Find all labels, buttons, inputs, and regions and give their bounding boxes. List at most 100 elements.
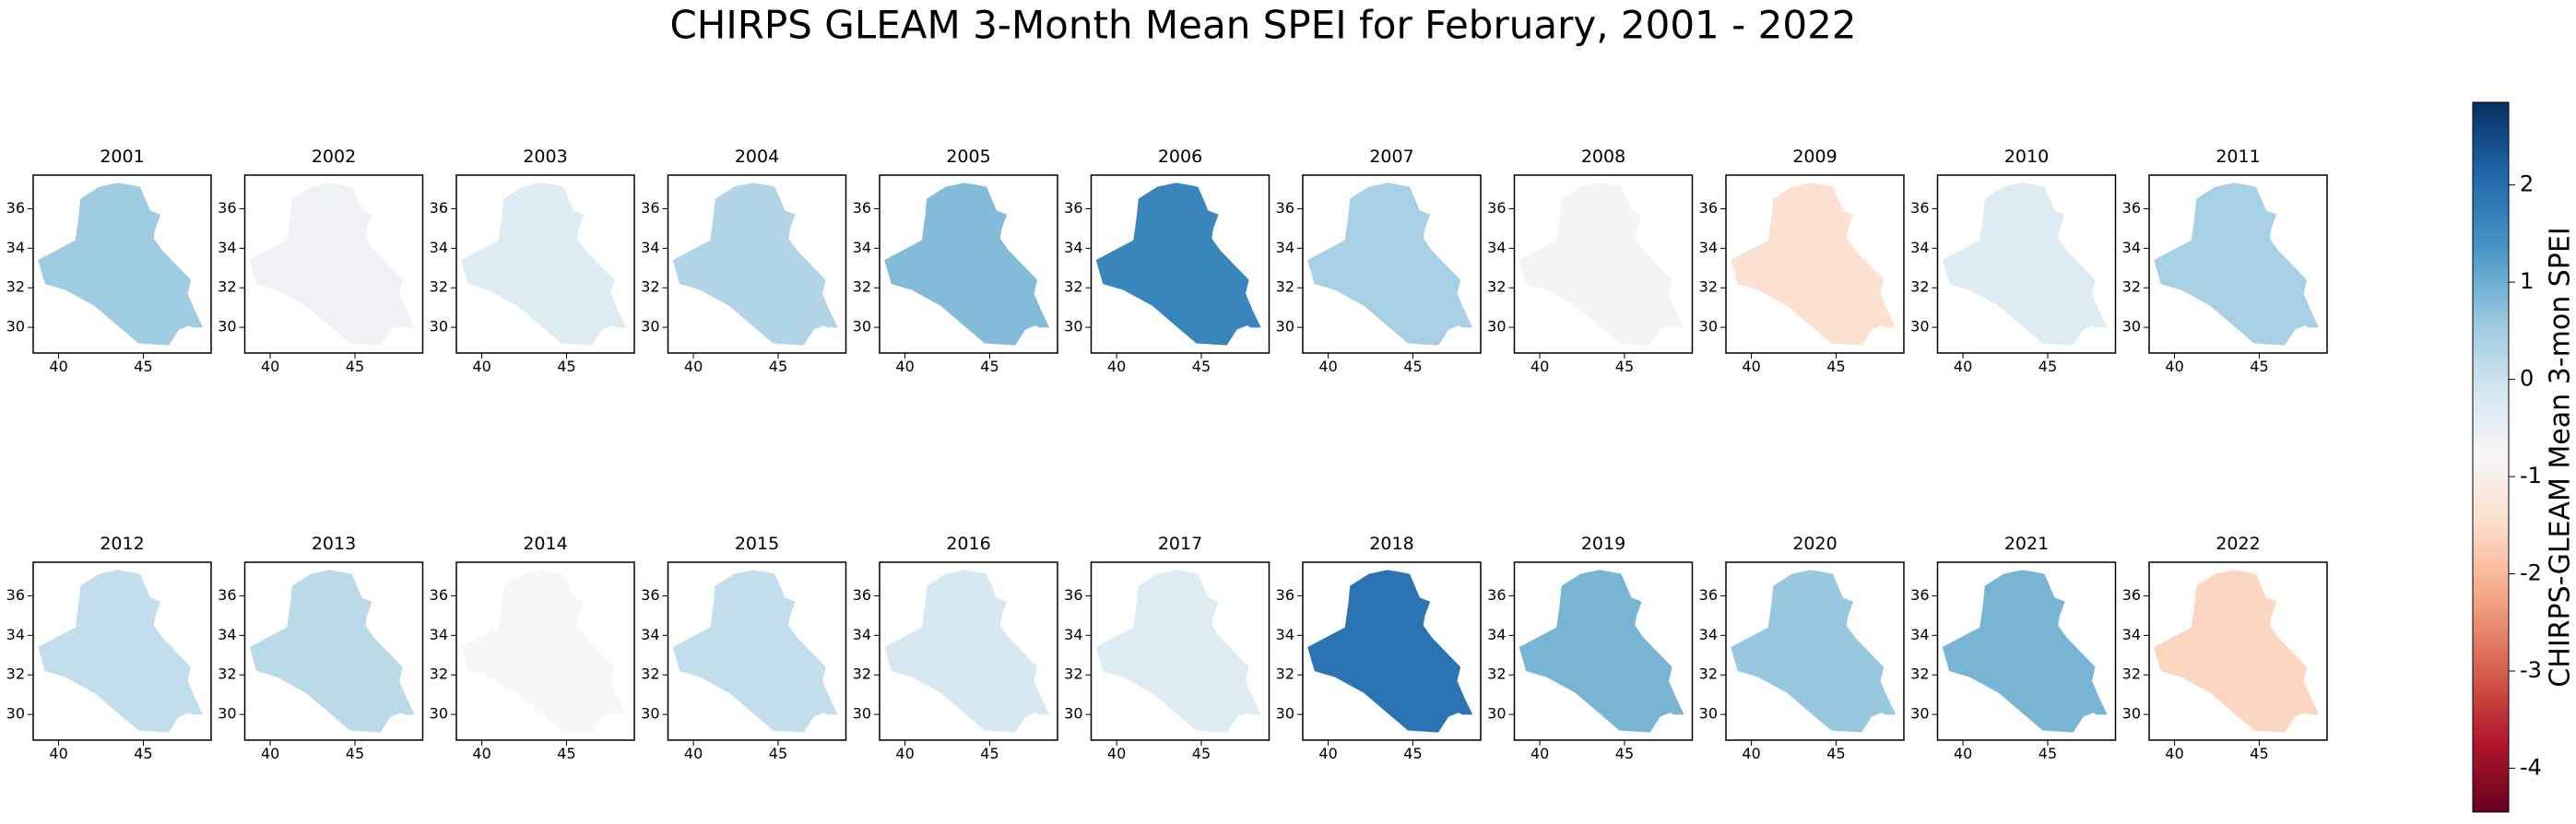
x-tick-label: 40 bbox=[1954, 358, 1972, 375]
y-tick-label: 34 bbox=[1910, 239, 1929, 256]
y-tick-label: 30 bbox=[853, 318, 871, 335]
x-tick-label: 40 bbox=[1530, 745, 1549, 762]
panel-title: 2008 bbox=[1581, 147, 1625, 167]
x-tick-label: 45 bbox=[2250, 358, 2268, 375]
panel-title: 2006 bbox=[1158, 147, 1202, 167]
y-tick-label: 30 bbox=[218, 318, 236, 335]
x-tick-label: 40 bbox=[1742, 745, 1760, 762]
region bbox=[1308, 571, 1472, 733]
panel-title: 2021 bbox=[2004, 534, 2049, 554]
y-tick-label: 30 bbox=[2122, 705, 2141, 723]
panel-title: 2013 bbox=[312, 534, 356, 554]
y-tick-label: 34 bbox=[430, 626, 448, 643]
panel-title: 2020 bbox=[1792, 534, 1837, 554]
y-tick-label: 34 bbox=[1699, 239, 1718, 256]
x-tick-label: 45 bbox=[1615, 745, 1634, 762]
panel-title: 2019 bbox=[1581, 534, 1625, 554]
panel-title: 2018 bbox=[1369, 534, 1413, 554]
region bbox=[885, 183, 1049, 346]
region bbox=[1943, 183, 2107, 346]
y-tick-label: 32 bbox=[641, 665, 659, 683]
y-tick-label: 36 bbox=[1910, 199, 1929, 217]
region bbox=[2155, 183, 2319, 346]
y-tick-label: 34 bbox=[1064, 626, 1082, 643]
y-tick-label: 32 bbox=[2122, 665, 2141, 683]
y-tick-label: 32 bbox=[1487, 278, 1506, 296]
y-tick-label: 34 bbox=[853, 626, 871, 643]
x-tick-label: 40 bbox=[1742, 358, 1760, 375]
region bbox=[673, 183, 837, 346]
y-tick-label: 32 bbox=[6, 278, 25, 296]
y-tick-label: 32 bbox=[2122, 278, 2141, 296]
y-tick-label: 32 bbox=[218, 665, 236, 683]
y-tick-label: 32 bbox=[430, 278, 448, 296]
x-tick-label: 45 bbox=[1615, 358, 1634, 375]
x-tick-label: 45 bbox=[1192, 745, 1211, 762]
x-tick-label: 45 bbox=[2038, 358, 2057, 375]
panel-title: 2011 bbox=[2216, 147, 2260, 167]
x-tick-label: 40 bbox=[261, 358, 279, 375]
y-tick-label: 36 bbox=[641, 586, 659, 604]
colorbar-tick-label: 0 bbox=[2520, 366, 2534, 392]
x-tick-label: 45 bbox=[980, 745, 998, 762]
y-tick-label: 36 bbox=[853, 199, 871, 217]
y-tick-label: 30 bbox=[1699, 705, 1718, 723]
y-tick-label: 34 bbox=[2122, 626, 2141, 643]
y-tick-label: 30 bbox=[1276, 318, 1294, 335]
y-tick-label: 32 bbox=[641, 278, 659, 296]
y-tick-label: 32 bbox=[1910, 665, 1929, 683]
y-tick-label: 30 bbox=[1910, 705, 1929, 723]
panel-title: 2009 bbox=[1792, 147, 1837, 167]
y-tick-label: 34 bbox=[430, 239, 448, 256]
y-tick-label: 36 bbox=[1487, 199, 1506, 217]
panel-title: 2022 bbox=[2216, 534, 2260, 554]
x-tick-label: 45 bbox=[1192, 358, 1211, 375]
y-tick-label: 36 bbox=[1699, 586, 1718, 604]
x-tick-label: 40 bbox=[1954, 745, 1972, 762]
y-tick-label: 34 bbox=[1276, 239, 1294, 256]
x-tick-label: 40 bbox=[684, 358, 703, 375]
y-tick-label: 30 bbox=[1910, 318, 1929, 335]
y-tick-label: 36 bbox=[641, 199, 659, 217]
y-tick-label: 30 bbox=[641, 318, 659, 335]
y-tick-label: 36 bbox=[430, 586, 448, 604]
y-tick-label: 32 bbox=[430, 665, 448, 683]
y-tick-label: 36 bbox=[2122, 199, 2141, 217]
x-tick-label: 45 bbox=[769, 358, 787, 375]
y-tick-label: 34 bbox=[641, 626, 659, 643]
y-tick-label: 34 bbox=[1699, 626, 1718, 643]
y-tick-label: 34 bbox=[2122, 239, 2141, 256]
x-tick-label: 45 bbox=[1403, 358, 1422, 375]
panel-title: 2012 bbox=[100, 534, 144, 554]
x-tick-label: 40 bbox=[895, 745, 914, 762]
panel-title: 2002 bbox=[312, 147, 356, 167]
panel-title: 2016 bbox=[946, 534, 990, 554]
y-tick-label: 36 bbox=[1276, 199, 1294, 217]
colorbar-tick-label: -3 bbox=[2520, 657, 2542, 683]
x-tick-label: 45 bbox=[1826, 358, 1845, 375]
y-tick-label: 36 bbox=[1064, 199, 1082, 217]
y-tick-label: 32 bbox=[6, 665, 25, 683]
y-tick-label: 36 bbox=[1910, 586, 1929, 604]
x-tick-label: 45 bbox=[557, 745, 575, 762]
region bbox=[1308, 183, 1472, 346]
region bbox=[39, 183, 203, 346]
x-tick-label: 40 bbox=[1318, 358, 1337, 375]
region bbox=[1096, 183, 1260, 346]
region bbox=[250, 571, 414, 733]
y-tick-label: 36 bbox=[1064, 586, 1082, 604]
